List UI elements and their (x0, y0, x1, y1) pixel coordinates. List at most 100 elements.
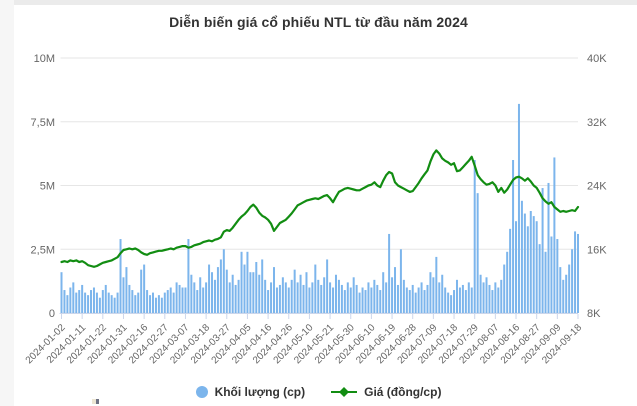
volume-bar (326, 259, 329, 313)
volume-bar (346, 282, 349, 313)
volume-bar (211, 272, 214, 313)
volume-bar (187, 239, 190, 313)
volume-bar (128, 284, 131, 313)
volume-bar (520, 200, 523, 313)
right-axis-tick-label: 24K (587, 181, 607, 193)
volume-bar (423, 290, 426, 313)
legend-item-volume[interactable]: Khối lượng (cp) (195, 385, 305, 399)
volume-bar (458, 287, 461, 313)
volume-bar (154, 297, 157, 313)
price-line[interactable] (60, 149, 580, 268)
volume-bar (562, 279, 565, 313)
volume-bar (547, 182, 550, 313)
volume-bar (75, 292, 78, 313)
volume-bar (441, 274, 444, 313)
volume-bar (382, 272, 385, 313)
volume-bar (290, 279, 293, 313)
right-axis-tick-label: 16K (587, 244, 607, 256)
volume-bar (438, 282, 441, 313)
volume-bar (278, 284, 281, 313)
volume-bar (396, 284, 399, 313)
volume-bar (364, 290, 367, 313)
volume-bar (435, 256, 438, 313)
volume-bar (517, 103, 520, 314)
volume-bar (137, 292, 140, 313)
volume-bar (388, 233, 391, 313)
volume-bar (432, 277, 435, 313)
volume-bar (163, 292, 166, 313)
volume-bar (482, 282, 485, 313)
volume-bar (84, 292, 87, 313)
volume-bar (270, 282, 273, 313)
legend-price-label: Giá (đồng/cp) (364, 385, 442, 399)
volume-bar (509, 228, 512, 313)
volume-bar (405, 287, 408, 313)
volume-bar (506, 251, 509, 313)
volume-bar (149, 295, 152, 313)
volume-bar (426, 284, 429, 313)
volume-bar (488, 284, 491, 313)
volume-bar (196, 290, 199, 313)
volume-bar (202, 287, 205, 313)
volume-bar (417, 287, 420, 313)
volume-bar (571, 249, 574, 313)
volume-bar (125, 267, 128, 313)
volume-bar (515, 221, 518, 313)
gridlines (60, 57, 578, 314)
page-edge-top (0, 0, 637, 5)
volume-bar (246, 251, 249, 313)
volume-bar (143, 264, 146, 313)
volume-bar (228, 282, 231, 313)
volume-bar (385, 282, 388, 313)
volume-bar (399, 249, 402, 313)
volume-bar (334, 274, 337, 313)
volume-bar (343, 290, 346, 313)
volume-bar (181, 287, 184, 313)
volume-bar (532, 216, 535, 313)
volume-bar (529, 211, 532, 313)
volume-bar (559, 267, 562, 313)
volume-bar (116, 292, 119, 313)
volume-bar (402, 279, 405, 313)
volume-bar (208, 264, 211, 313)
left-axis-tick-label: 10M (34, 53, 55, 65)
volume-bar (420, 282, 423, 313)
volume-bar (355, 284, 358, 313)
volume-bar (349, 287, 352, 313)
volume-bar (87, 295, 90, 313)
volume-bar (261, 259, 264, 313)
volume-bar (72, 282, 75, 313)
volume-bar (199, 277, 202, 313)
volume-bar (151, 292, 154, 313)
volume-bar (503, 264, 506, 313)
volume-bar (146, 290, 149, 313)
volume-bar (104, 284, 107, 313)
volume-bar (160, 297, 163, 313)
volume-bar (311, 282, 314, 313)
volume-bar (95, 292, 98, 313)
volume-bar (329, 282, 332, 313)
volume-bar (134, 295, 137, 313)
volume-bars[interactable] (60, 103, 580, 314)
volume-bar (373, 279, 376, 313)
legend-item-price[interactable]: Giá (đồng/cp) (331, 385, 441, 399)
volume-bar (461, 284, 464, 313)
volume-bar (494, 282, 497, 313)
volume-bar (216, 267, 219, 313)
volume-bar (556, 239, 559, 313)
volume-bar (394, 267, 397, 313)
volume-bar (184, 287, 187, 313)
volume-bar (273, 267, 275, 313)
left-axis-tick-label: 7,5M (31, 117, 55, 129)
volume-bar (78, 290, 81, 313)
volume-bar (172, 292, 175, 313)
volume-bar (544, 251, 547, 313)
volume-bar (302, 284, 305, 313)
volume-bar (408, 290, 411, 313)
volume-bar (523, 213, 526, 313)
x-axis-ticks (61, 314, 579, 319)
volume-bar (367, 282, 370, 313)
volume-circle-icon (195, 386, 208, 398)
volume-bar (175, 282, 178, 313)
